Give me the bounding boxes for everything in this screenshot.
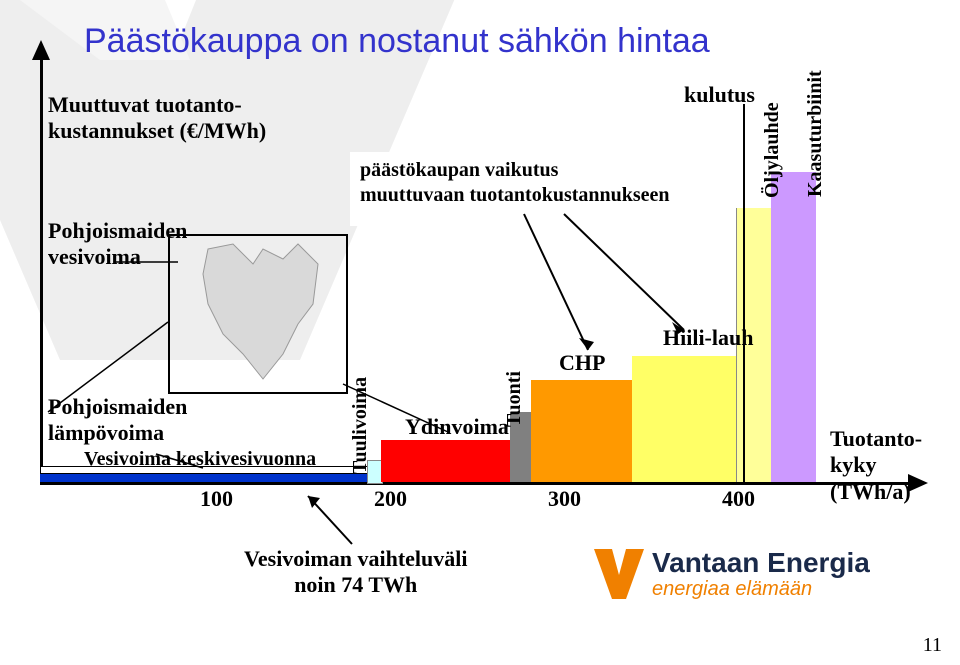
emission-arrows [524,214,704,364]
slide: Päästökauppa on nostanut sähkön hintaa M… [0,0,960,665]
logo-tagline: energiaa elämään [652,577,904,601]
x-axis-label-line1: Tuotanto- [830,426,922,451]
footnote-line2: noin 74 TWh [294,572,417,597]
x-axis-label-line2: kyky [830,452,876,477]
bar-kaasuturbiinit [771,172,816,482]
label-kaasuturbiinit: Kaasuturbiinit [804,64,827,204]
label-oljylauhde: Öljylauhde [761,96,784,204]
x-tick-300: 300 [548,486,581,512]
footnote-arrow [300,490,370,546]
legend-lampovoima: Pohjoismaiden lämpövoima [48,394,187,447]
x-axis-label: Tuotanto- kyky (TWh/a) [830,426,922,505]
vantaan-energia-logo: Vantaan Energia energiaa elämään [594,549,904,613]
emission-effect-line1: päästökaupan vaikutus [360,159,558,181]
page-number: 11 [923,634,942,657]
x-axis-label-line3: (TWh/a) [830,479,911,504]
bar-chp [531,380,632,482]
legend-lampovoima-line2: lämpövoima [48,420,164,445]
emission-effect-line2: muuttuvaan tuotantokustannukseen [360,184,670,206]
kulutus-line [743,104,745,482]
logo-brand: Vantaan Energia [652,549,904,577]
page-title: Päästökauppa on nostanut sähkön hintaa [84,22,710,61]
footnote-line1: Vesivoiman vaihteluväli [244,546,468,571]
hydro-average-note: Vesivoima keskivesivuonna [84,448,316,471]
x-tick-200: 200 [374,486,407,512]
kulutus-label: kulutus [684,82,755,108]
x-tick-100: 100 [200,486,233,512]
legend-vesivoima-line1: Pohjoismaiden [48,218,187,243]
label-ydinvoima: Ydinvoima [405,414,509,440]
logo-v-icon [594,549,644,603]
y-axis-arrow [32,40,50,60]
x-tick-400: 400 [722,486,755,512]
legend-lampovoima-line1: Pohjoismaiden [48,394,187,419]
hydro-range-footnote: Vesivoiman vaihteluväli noin 74 TWh [244,546,468,599]
bar-ydinvoima [381,440,510,482]
